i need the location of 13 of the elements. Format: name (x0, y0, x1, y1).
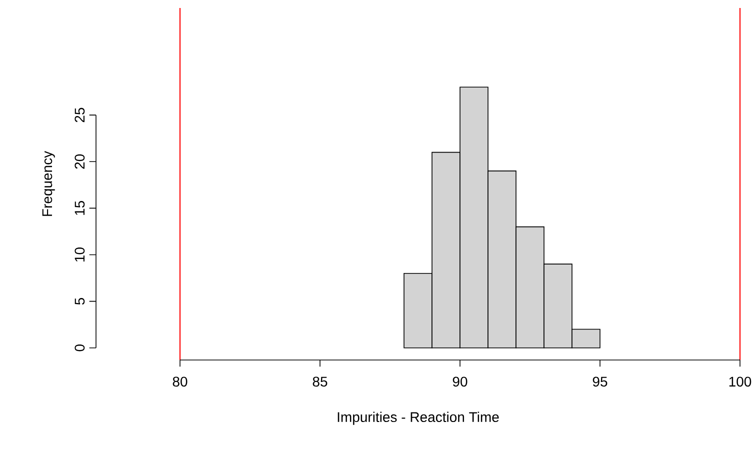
x-tick-label: 90 (452, 376, 468, 387)
x-tick-label: 100 (729, 376, 752, 387)
y-tick-label: 5 (74, 298, 85, 305)
x-tick-label: 85 (312, 376, 328, 387)
y-tick-label: 15 (74, 201, 85, 215)
x-axis-title: Impurities - Reaction Time (338, 412, 499, 425)
y-axis-title: Frequency (42, 150, 55, 216)
y-tick-label: 0 (74, 344, 85, 352)
y-tick-label: 10 (74, 248, 85, 262)
y-tick-label: 20 (74, 154, 85, 169)
y-tick-label: 25 (74, 108, 85, 122)
x-tick-label: 95 (592, 376, 608, 387)
x-tick-label: 80 (172, 376, 188, 387)
